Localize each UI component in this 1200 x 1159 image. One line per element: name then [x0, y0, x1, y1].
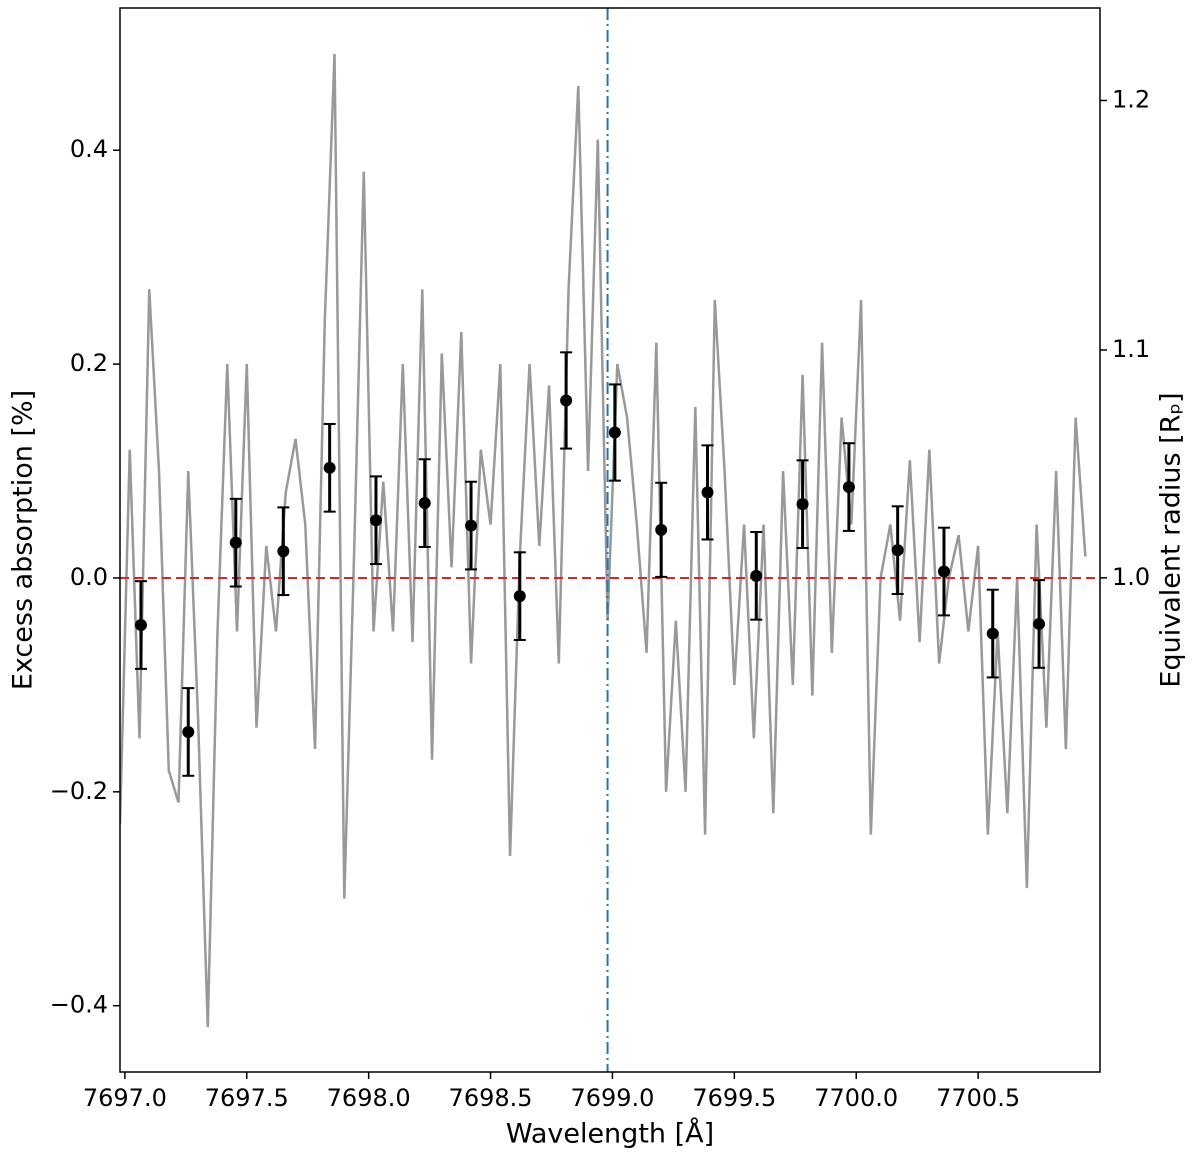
y-tick-label: 0.4	[70, 135, 108, 163]
y-tick-label: 0.2	[70, 349, 108, 377]
data-point	[182, 725, 195, 738]
y-tick-label: −0.2	[50, 777, 108, 805]
y2-tick-label: 1.1	[1112, 335, 1150, 363]
x-tick-label: 7700.5	[936, 1084, 1020, 1112]
x-tick-label: 7699.5	[692, 1084, 776, 1112]
data-point	[1033, 617, 1046, 630]
x-tick-label: 7700.0	[814, 1084, 898, 1112]
data-point	[560, 394, 573, 407]
spectrum-line	[120, 53, 1087, 1028]
data-point	[937, 565, 950, 578]
data-point	[277, 545, 290, 558]
x-tick-label: 7697.5	[205, 1084, 289, 1112]
data-point	[655, 523, 668, 536]
y-axis-label: Excess absorption [%]	[8, 390, 39, 690]
y2-axis-label: Equivalent radius [Rₚ]	[1156, 392, 1187, 687]
data-point	[750, 569, 763, 582]
y2-tick-label: 1.0	[1112, 563, 1150, 591]
data-point	[891, 544, 904, 557]
x-tick-label: 7698.5	[449, 1084, 533, 1112]
y-tick-label: 0.0	[70, 563, 108, 591]
plot-frame	[119, 7, 1101, 1073]
data-point	[134, 619, 147, 632]
data-point	[418, 497, 431, 510]
data-point	[842, 481, 855, 494]
x-tick-label: 7699.0	[570, 1084, 654, 1112]
data-point	[323, 461, 336, 474]
data-point	[701, 486, 714, 499]
x-axis-label: Wavelength [Å]	[506, 1118, 714, 1150]
data-point	[986, 627, 999, 640]
x-tick-label: 7697.0	[83, 1084, 167, 1112]
y2-tick-label: 1.2	[1112, 85, 1150, 113]
data-point	[796, 498, 809, 511]
data-point	[229, 536, 242, 549]
data-point	[513, 590, 526, 603]
data-point	[608, 426, 621, 439]
y-tick-label: −0.4	[50, 991, 108, 1019]
x-tick-label: 7698.0	[327, 1084, 411, 1112]
data-point	[369, 514, 382, 527]
data-point	[465, 519, 478, 532]
